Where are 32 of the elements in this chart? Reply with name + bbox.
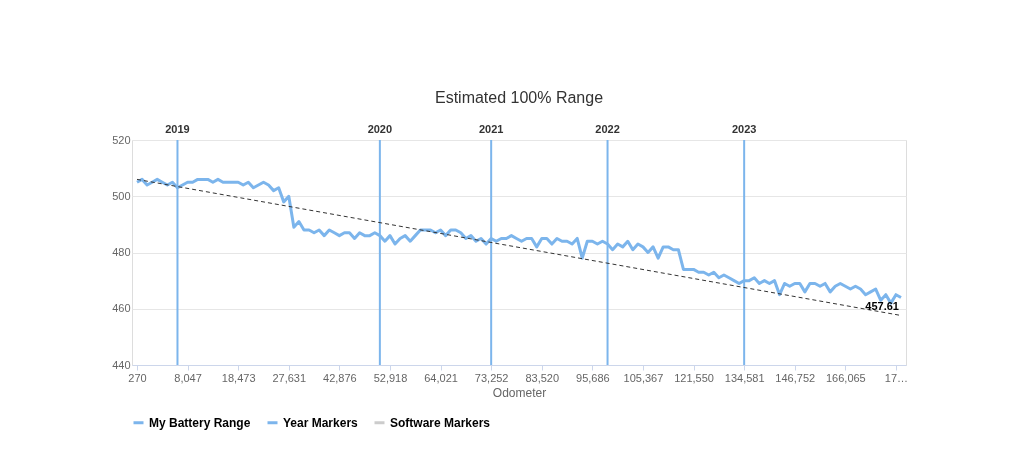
x-tick-label: 83,520 (525, 371, 560, 384)
x-axis-title: Odometer (492, 385, 547, 400)
x-tick-label: 8,047 (174, 371, 202, 384)
y-tick-label: 460 (112, 302, 131, 315)
annotation: 2019 (165, 123, 190, 135)
x-tick-label: 73,252 (474, 371, 509, 384)
legend-label: Software Markers (390, 415, 491, 430)
annotation: 2021 (478, 123, 504, 135)
y-tick-label: 480 (112, 246, 131, 258)
x-tick-label: 64,021 (424, 371, 458, 384)
y-tick-label: 440 (112, 358, 131, 371)
x-tick-label: 121,550 (674, 371, 714, 384)
annotation: 2022 (595, 123, 620, 135)
legend-label: My Battery Range (149, 415, 251, 430)
x-tick-label: 270 (128, 371, 147, 384)
x-tick-label: 27,631 (272, 371, 307, 384)
x-tick-label: 17… (884, 371, 909, 384)
chart-title: Estimated 100% Range (434, 89, 604, 106)
y-tick-label: 500 (112, 189, 131, 202)
x-tick-label: 146,752 (775, 371, 816, 384)
x-tick-label: 42,876 (323, 371, 357, 384)
x-tick-label: 52,918 (373, 371, 408, 384)
data-label: 457.61 (865, 300, 899, 313)
x-tick-label: 105,367 (623, 371, 664, 384)
x-tick-label: 95,686 (576, 371, 610, 384)
x-tick-label: 166,065 (825, 371, 866, 384)
annotation: 2020 (367, 123, 393, 135)
y-tick-label: 520 (112, 133, 131, 146)
legend-label: Year Markers (283, 415, 359, 430)
annotation: 2023 (731, 123, 757, 135)
x-tick-label: 134,581 (724, 371, 765, 384)
x-tick-label: 18,473 (221, 371, 256, 384)
